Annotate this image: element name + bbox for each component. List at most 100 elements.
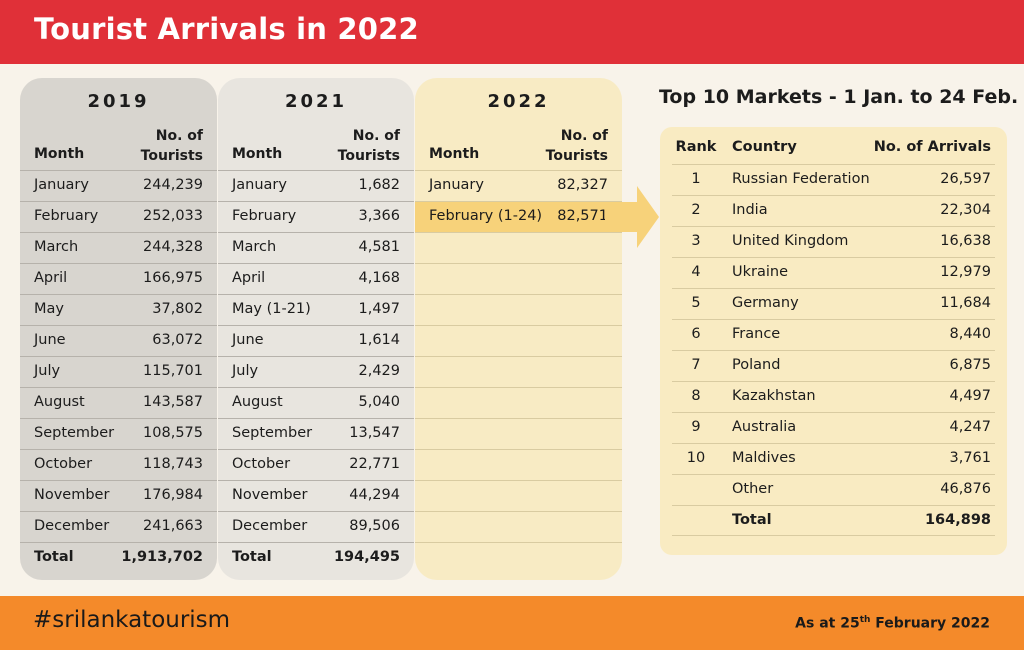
as-at-sup: th xyxy=(859,615,871,625)
page-title: Tourist Arrivals in 2022 xyxy=(34,12,419,46)
table-row: Total 194,495 xyxy=(218,542,414,573)
table-row: May 37,802 xyxy=(20,294,217,325)
tourists-cell: 37,802 xyxy=(152,301,203,317)
table-row: July 2,429 xyxy=(218,356,414,387)
month-cell: October xyxy=(34,456,93,472)
tourists-cell: 5,040 xyxy=(358,394,400,410)
tourists-cell: 176,984 xyxy=(143,487,203,503)
market-row: 7 Poland 6,875 xyxy=(672,350,995,381)
country-cell: Germany xyxy=(732,295,799,311)
rank-cell: 5 xyxy=(691,295,701,311)
table-row: September 13,547 xyxy=(218,418,414,449)
rank-cell: 7 xyxy=(691,357,701,373)
year-heading: 2022 xyxy=(487,91,550,112)
table-row: April 166,975 xyxy=(20,263,217,294)
country-cell: Ukraine xyxy=(732,264,788,280)
table-row: December 241,663 xyxy=(20,511,217,542)
table-row: March 4,581 xyxy=(218,232,414,263)
year-heading: 2021 xyxy=(284,91,348,112)
table-row xyxy=(415,232,622,263)
table-row: October 118,743 xyxy=(20,449,217,480)
market-row: 9 Australia 4,247 xyxy=(672,412,995,443)
tourists-cell: 244,239 xyxy=(143,177,203,193)
table-row: March 244,328 xyxy=(20,232,217,263)
header-bar: Tourist Arrivals in 2022 xyxy=(0,0,1024,64)
column-header-tourists: No. of Tourists xyxy=(337,128,400,164)
arrivals-cell: 3,761 xyxy=(949,450,991,466)
tourists-cell: 166,975 xyxy=(143,270,203,286)
rows-2022: January 82,327 February (1-24) 82,571 xyxy=(415,170,622,573)
as-at-prefix: As at 25 xyxy=(795,615,860,632)
table-2021: 2021 Month No. of Tourists January 1,682 Fe… xyxy=(218,78,414,580)
rows-2021: January 1,682 February 3,366 March 4,581 April… xyxy=(218,170,414,573)
table-row xyxy=(415,356,622,387)
arrivals-cell: 6,875 xyxy=(949,357,991,373)
rank-cell: 4 xyxy=(691,264,701,280)
month-cell: June xyxy=(34,332,66,348)
as-at-suffix: February 2022 xyxy=(870,615,990,632)
rows-2019: January 244,239 February 252,033 March 244,32… xyxy=(20,170,217,573)
country-cell: Poland xyxy=(732,357,781,373)
month-cell: December xyxy=(34,518,110,534)
column-header-month: Month xyxy=(232,146,283,162)
table-row: May (1-21) 1,497 xyxy=(218,294,414,325)
markets-header-row: Rank Country No. of Arrivals xyxy=(660,127,1007,164)
table-row: April 4,168 xyxy=(218,263,414,294)
table-row xyxy=(415,449,622,480)
month-cell: July xyxy=(34,363,61,379)
as-at-date: As at 25th February 2022 xyxy=(795,615,990,632)
table-row xyxy=(415,418,622,449)
table-row: June 1,614 xyxy=(218,325,414,356)
month-cell: November xyxy=(34,487,110,503)
month-cell: January xyxy=(34,177,89,193)
table-row xyxy=(415,387,622,418)
hashtag-part: tourism xyxy=(142,607,231,633)
month-cell: April xyxy=(34,270,68,286)
month-cell: October xyxy=(232,456,291,472)
total-label: Total xyxy=(732,512,772,528)
month-cell: September xyxy=(232,425,313,441)
total-value: 164,898 xyxy=(924,512,991,528)
table-row xyxy=(415,511,622,542)
table-row: October 22,771 xyxy=(218,449,414,480)
total-label: Total xyxy=(34,549,74,565)
arrow-right-icon xyxy=(605,186,659,248)
month-cell: April xyxy=(232,270,266,286)
tourists-cell: 118,743 xyxy=(143,456,203,472)
tourists-cell: 1,497 xyxy=(358,301,400,317)
tourists-cell: 1,682 xyxy=(358,177,400,193)
arrivals-cell: 4,497 xyxy=(949,388,991,404)
table-row xyxy=(415,263,622,294)
total-label: Total xyxy=(232,549,272,565)
column-header-month: Month xyxy=(429,146,480,162)
arrivals-cell: 22,304 xyxy=(940,202,991,218)
top-markets-table: Rank Country No. of Arrivals 1 Russian Fe… xyxy=(660,127,1007,555)
month-cell: March xyxy=(34,239,79,255)
arrivals-cell: 12,979 xyxy=(940,264,991,280)
column-header-tourists: No. of Tourists xyxy=(545,128,608,164)
year-heading: 2019 xyxy=(87,91,150,112)
rank-cell: 8 xyxy=(691,388,701,404)
market-row: 10 Maldives 3,761 xyxy=(672,443,995,474)
market-row: 3 United Kingdom 16,638 xyxy=(672,226,995,257)
tourists-cell: 13,547 xyxy=(349,425,400,441)
table-2022: 2022 Month No. of Tourists January 82,327 F… xyxy=(415,78,622,580)
table-row: February 3,366 xyxy=(218,201,414,232)
table-row: September 108,575 xyxy=(20,418,217,449)
table-row: November 44,294 xyxy=(218,480,414,511)
tourists-cell: 82,571 xyxy=(557,208,608,224)
month-cell: August xyxy=(232,394,283,410)
market-row: 5 Germany 11,684 xyxy=(672,288,995,319)
table-row: Total 1,913,702 xyxy=(20,542,217,573)
table-row: January 1,682 xyxy=(218,170,414,201)
table-row: January 244,239 xyxy=(20,170,217,201)
tourists-cell: 143,587 xyxy=(143,394,203,410)
total-value: 1,913,702 xyxy=(121,549,203,565)
month-cell: January xyxy=(429,177,484,193)
column-header-rank: Rank xyxy=(675,139,717,155)
month-cell: September xyxy=(34,425,115,441)
table-row: February (1-24) 82,571 xyxy=(415,201,622,232)
tourists-cell: 89,506 xyxy=(349,518,400,534)
arrivals-cell: 16,638 xyxy=(940,233,991,249)
table-2019: 2019 Month No. of Tourists January 244,239… xyxy=(20,78,217,580)
